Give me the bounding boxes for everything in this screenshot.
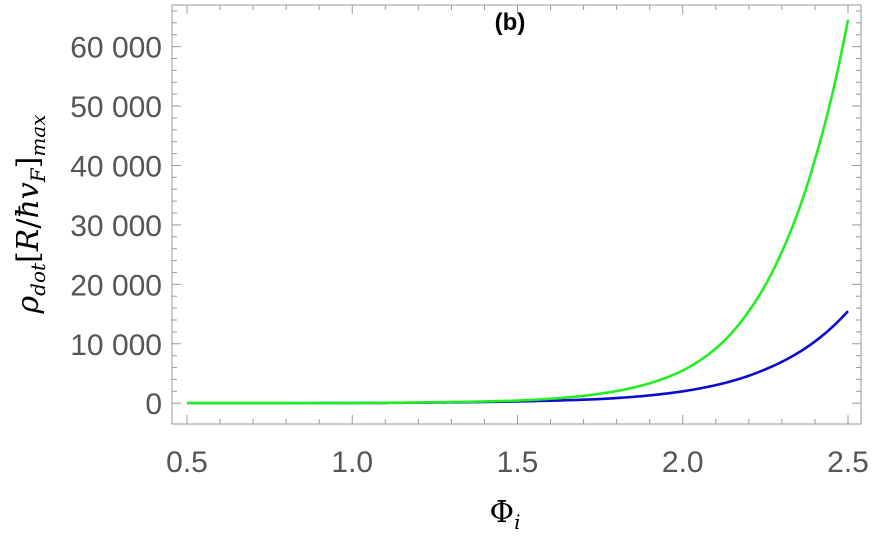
plot-frame — [171, 4, 862, 425]
series-line-1 — [187, 310, 849, 405]
series-group — [187, 19, 850, 405]
y-tick-label: 40 000 — [70, 150, 162, 183]
x-tick-label: 2.0 — [662, 446, 704, 479]
y-tick-label: 30 000 — [70, 210, 162, 243]
y-axis-title: ρdot[R/ħvF]max — [11, 114, 50, 314]
y-tick-label: 60 000 — [70, 32, 162, 65]
x-tick-label: 0.5 — [166, 446, 208, 479]
x-axis-title: Φi — [489, 495, 520, 534]
y-tick-label: 20 000 — [70, 269, 162, 302]
x-tick-label: 2.5 — [827, 446, 869, 479]
panel-label: (b) — [495, 9, 526, 36]
series-line-2 — [187, 19, 850, 405]
y-axis-ticks: 0 10 000 20 000 30 000 40 000 50 000 60 000 — [70, 10, 861, 421]
x-tick-label: 1.0 — [331, 446, 373, 479]
y-tick-label: 0 — [145, 388, 162, 421]
x-tick-label: 1.5 — [497, 446, 539, 479]
y-tick-label: 50 000 — [70, 91, 162, 124]
x-axis-ticks: 0.5 1.0 1.5 2.0 2.5 — [166, 5, 869, 479]
y-tick-label: 10 000 — [70, 329, 162, 362]
